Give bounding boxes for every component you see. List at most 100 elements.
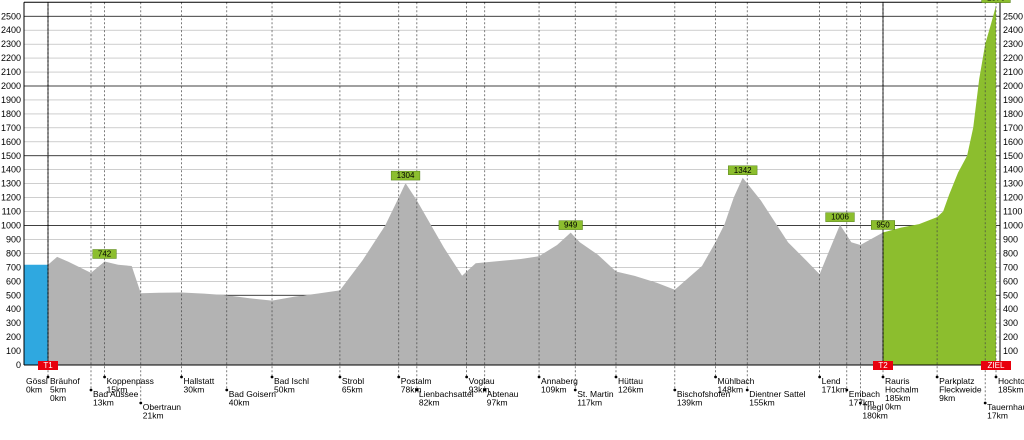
waypoint-name-line: Strobl — [342, 376, 364, 386]
waypoint-km-line: 171km — [822, 385, 848, 395]
y-tick-label: 1600 — [1003, 137, 1023, 147]
waypoint-dot — [180, 375, 183, 379]
transition-box — [981, 361, 1011, 370]
waypoint-dot — [881, 375, 885, 379]
y-tick-label: 1700 — [1, 123, 21, 133]
waypoint-km-line: 97km — [487, 398, 508, 408]
waypoint-dot — [614, 375, 618, 379]
waypoint-name-line: Mühlbach — [718, 376, 755, 386]
y-tick-label: 1800 — [1003, 109, 1023, 119]
waypoint-name-line: Voglau — [469, 376, 495, 386]
waypoint-dot — [845, 388, 849, 392]
y-tick-label: 1800 — [1, 109, 21, 119]
waypoint-name-line: Tauernhaus — [987, 402, 1024, 412]
waypoint-name-line: Lienbachsattel — [419, 389, 474, 399]
waypoint-name-line: Hochtor — [998, 376, 1024, 386]
waypoint-km-line: 0km — [26, 385, 42, 395]
waypoint-name: St. Martin 117km — [577, 389, 614, 408]
y-tick-label: 2400 — [1003, 25, 1023, 35]
y-tick-label: 2200 — [1, 53, 21, 63]
waypoint-name-line: St. Martin — [577, 389, 614, 399]
waypoint-name: Annaberg 109km — [541, 376, 578, 395]
bike-area — [48, 177, 883, 365]
waypoint-name: Bad Ischl 50km — [274, 376, 309, 395]
waypoint-dot — [338, 375, 342, 379]
waypoint-name-line: Obertraun — [143, 402, 182, 412]
waypoint-name-line: Fleckweide — [939, 385, 982, 395]
waypoint-km-line: 148km — [718, 385, 744, 395]
y-tick-label: 2000 — [1003, 81, 1023, 91]
y-tick-label: 2500 — [1003, 11, 1023, 21]
y-tick-label: 2000 — [1, 81, 21, 91]
y-tick-label: 1300 — [1003, 179, 1023, 189]
y-tick-label: 1500 — [1, 151, 21, 161]
waypoint-name: Voglau 93km — [469, 376, 495, 395]
waypoint-km-line: 185km — [885, 393, 911, 403]
waypoint-km-line: 21km — [143, 411, 164, 421]
waypoint-km-line: 185km — [998, 385, 1024, 395]
y-tick-label: 1100 — [1003, 207, 1022, 217]
peak-label-box — [558, 220, 583, 230]
y-tick-label: 500 — [1003, 290, 1018, 300]
waypoint-name: Bad Goisern 40km — [229, 389, 277, 408]
y-tick-label: 1300 — [1, 179, 21, 189]
transition-markers: T1 T2 ZIEL — [38, 361, 1011, 370]
waypoint-dot — [397, 375, 401, 379]
waypoint-km-line: 139km — [677, 398, 703, 408]
waypoint-name: Abtenau 97km — [487, 389, 519, 408]
waypoint-dot — [935, 375, 939, 379]
waypoint-km-line: 117km — [577, 398, 602, 408]
peak-label: 949 — [564, 221, 578, 230]
y-tick-label: 600 — [6, 276, 21, 286]
y-tick-label: 800 — [6, 248, 21, 258]
y-tick-label: 1600 — [1, 137, 21, 147]
waypoint-dot — [994, 375, 998, 379]
y-tick-label: 100 — [6, 346, 21, 356]
y-tick-label: 1900 — [1003, 95, 1023, 105]
waypoint-km-line: 78km — [401, 385, 422, 395]
waypoint-name-line: Dientner Sattel — [749, 389, 805, 399]
waypoint-dot — [673, 388, 677, 392]
y-axis-left: 0 100 200 300 400 500 600 700 800 900 1000 1100 1200… — [1, 11, 21, 370]
waypoint-km-line: 13km — [93, 398, 114, 408]
y-tick-label: 2400 — [1, 25, 21, 35]
waypoint-dot — [103, 375, 106, 379]
waypoint-name: Hochtor185km — [998, 376, 1024, 395]
waypoint-dot — [573, 388, 577, 392]
y-tick-label: 300 — [1003, 318, 1018, 328]
waypoint-km-line: 17km — [987, 411, 1008, 421]
y-tick-label: 500 — [6, 290, 21, 300]
y-tick-label: 1400 — [1, 165, 21, 175]
peak-label-box — [390, 170, 421, 181]
plot-frame — [23, 1, 1001, 366]
waypoint-dot — [89, 388, 93, 392]
peak-label-box — [92, 249, 117, 259]
waypoint-name: Parkplatz Fleckweide 9km — [939, 376, 982, 403]
waypoint-name: Rauris Hochalm 185km 0km — [885, 376, 919, 412]
y-tick-label: 900 — [1003, 234, 1018, 244]
y-tick-label: 100 — [1003, 346, 1018, 356]
y-tick-label: 2300 — [1003, 39, 1023, 49]
waypoint-name: Bischofshofen 139km — [677, 389, 731, 408]
waypoint-name: Bad Aussee 13km — [93, 389, 139, 408]
waypoint-name: Tauernhaus17km — [987, 402, 1024, 421]
waypoint-dot — [745, 388, 749, 392]
y-tick-label: 2200 — [1003, 53, 1023, 63]
waypoint-name: Strobl 65km — [342, 376, 364, 395]
waypoint-km-line: 0km — [50, 393, 66, 403]
y-tick-label: 1200 — [1, 193, 21, 203]
y-tick-label: 1200 — [1003, 193, 1023, 203]
y-tick-label: 1500 — [1003, 151, 1023, 161]
waypoint-name-line: Hüttau — [618, 376, 643, 386]
y-tick-label: 1000 — [1, 221, 21, 231]
waypoint-name-line: Annaberg — [541, 376, 578, 386]
waypoint-name: Obertraun 21km — [143, 402, 182, 421]
swim-area — [24, 264, 48, 365]
y-tick-label: 200 — [6, 332, 21, 342]
y-tick-label: 2100 — [1, 67, 21, 77]
y-tick-label: 400 — [6, 304, 21, 314]
peak-label: 1006 — [831, 213, 849, 222]
peak-label-box — [728, 165, 758, 175]
peak-label: 742 — [98, 249, 112, 258]
